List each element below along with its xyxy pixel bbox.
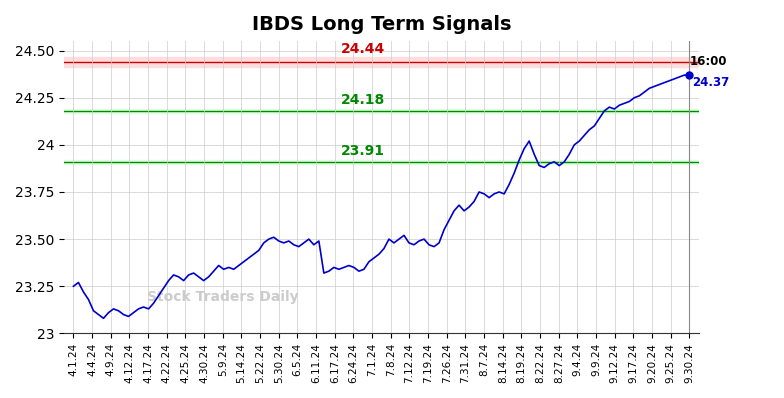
Text: 16:00: 16:00: [689, 55, 727, 68]
Text: 24.37: 24.37: [692, 76, 730, 89]
Text: Stock Traders Daily: Stock Traders Daily: [147, 290, 298, 304]
Text: 23.91: 23.91: [341, 144, 385, 158]
Text: 24.18: 24.18: [341, 94, 385, 107]
Bar: [64, 57, 699, 66]
Title: IBDS Long Term Signals: IBDS Long Term Signals: [252, 15, 511, 34]
Bar: [64, 109, 699, 113]
Bar: [64, 160, 699, 164]
Text: 24.44: 24.44: [341, 42, 385, 56]
